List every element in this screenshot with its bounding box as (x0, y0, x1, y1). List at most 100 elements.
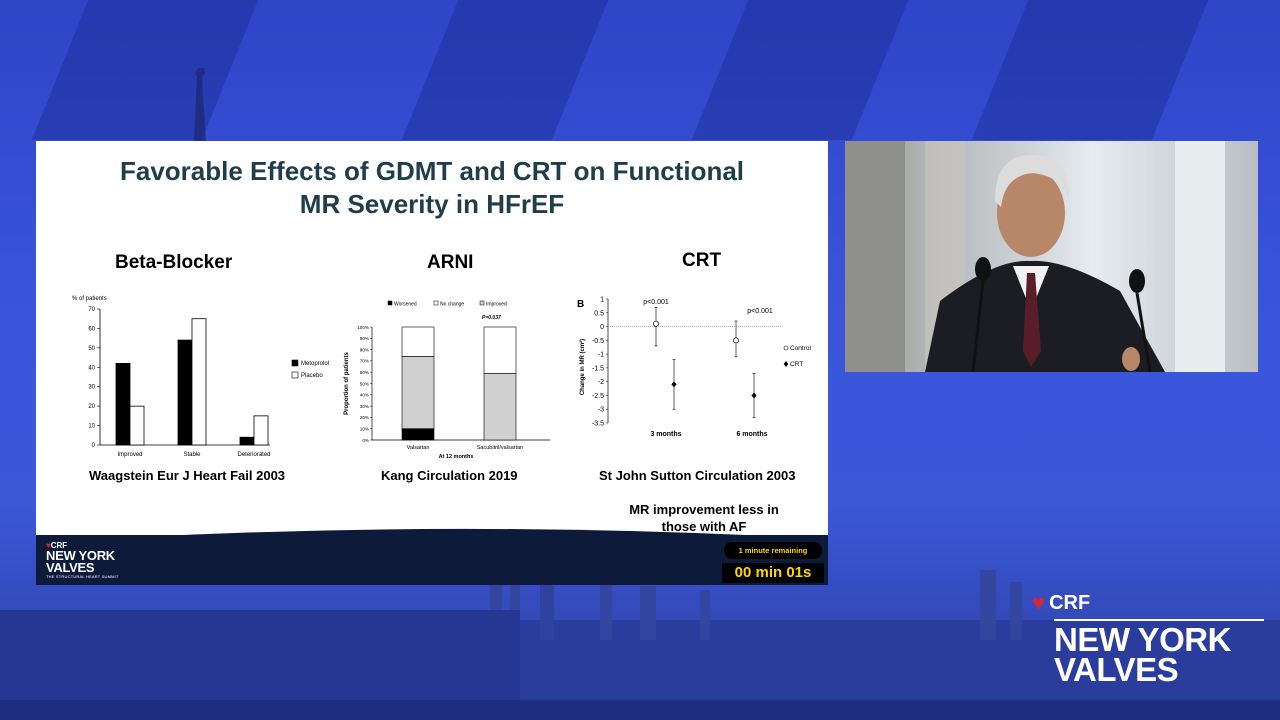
crt-af-note: MR improvement less in those with AF (616, 501, 792, 535)
stacked-segment (483, 373, 517, 441)
speaker-video-feed (845, 141, 1258, 372)
x-tick-label: 3 months (650, 431, 681, 438)
city-skyline-graphic (0, 560, 1280, 720)
slide-footer-logo: ♥CRF NEW YORK VALVES THE STRUCTURAL HEAR… (46, 541, 119, 579)
legend-label: Improved (486, 302, 507, 308)
countdown-timer: 1 minute remaining 00 min 01s (722, 541, 824, 583)
y-tick-label: -3.5 (592, 421, 604, 428)
brand-ny-line1: NEW YORK (1054, 621, 1231, 658)
bar-placebo (191, 318, 207, 446)
background-stripe (691, 0, 909, 140)
bar-metoprolol (239, 436, 255, 446)
y-tick-label: 20% (360, 415, 369, 420)
x-tick-label: Improved (117, 452, 142, 458)
legend-swatch (479, 300, 485, 306)
legend-label: Worsened (394, 302, 417, 308)
y-axis-label: Change in MR (cm²) (579, 339, 586, 395)
heart-icon: ♥ (46, 541, 51, 550)
crt-af-note-line2: those with AF (661, 519, 747, 534)
footer-crf-text: CRF (50, 541, 68, 550)
timer-count: 00 min 01s (722, 563, 824, 583)
bar-metoprolol (115, 363, 131, 446)
legend-label: Control (790, 345, 812, 352)
beta-blocker-heading: Beta-Blocker (115, 252, 233, 273)
crt-scatter-chart: B 1 0.5 0 -0.5 -1 -1.5 -2 -2.5 -3 -3.5 Change in MR… (577, 297, 812, 439)
y-tick-label: -1 (598, 352, 604, 359)
x-tick-label: 6 months (736, 431, 767, 438)
beta-blocker-citation: Waagstein Eur J Heart Fail 2003 (89, 468, 286, 483)
y-tick-label: 100% (357, 325, 369, 330)
stacked-segment (483, 326, 517, 374)
data-point-control (653, 320, 659, 327)
legend-marker (783, 361, 789, 367)
crf-new-york-valves-logo: ♥ CRF NEW YORK VALVES (1032, 590, 1264, 688)
y-tick-label: 60% (360, 370, 369, 375)
y-tick-label: 0.5 (594, 310, 604, 317)
crt-heading: CRT (682, 250, 722, 271)
crt-af-note-line1: MR improvement less in (629, 502, 779, 517)
beta-blocker-bar-chart: % of patients 0 10 20 30 40 50 60 70 Improved Stab… (72, 296, 329, 458)
legend-label: Metoprolol (301, 361, 329, 367)
data-point-control (733, 337, 739, 344)
brand-ny-line2: VALVES (1054, 651, 1179, 688)
x-tick-label: Deteriorated (237, 452, 270, 458)
p-value-annotation: p<0.001 (747, 308, 773, 315)
presentation-slide: Favorable Effects of GDMT and CRT on Fun… (36, 141, 828, 585)
bar-placebo (253, 415, 269, 446)
y-tick-label: 80% (360, 347, 369, 352)
legend-swatch (291, 371, 299, 379)
y-tick-label: 0% (362, 438, 369, 443)
timer-remaining-label: 1 minute remaining (724, 542, 822, 559)
y-tick-label: 50 (88, 346, 95, 352)
x-tick-label: Sacubitril/valsartan (477, 445, 523, 451)
bar-metoprolol (177, 339, 193, 446)
y-tick-label: 30% (360, 404, 369, 409)
statue-of-liberty-graphic (194, 68, 206, 142)
legend-label: CRT (790, 361, 803, 368)
y-tick-label: 0 (600, 324, 604, 331)
p-value-annotation: p<0.001 (643, 299, 669, 306)
data-point-crt (751, 392, 757, 399)
y-axis-label: % of patients (72, 296, 107, 302)
y-tick-label: -2 (598, 379, 604, 386)
y-tick-label: -3 (598, 407, 604, 414)
x-tick-label: Valsartan (407, 445, 430, 451)
footer-ny-line2: VALVES (46, 560, 95, 575)
y-tick-label: 60 (88, 326, 95, 332)
legend-label: Placebo (301, 373, 323, 379)
x-axis-label: At 12 months (439, 454, 474, 460)
stacked-segment (401, 428, 435, 441)
y-axis-label: Proportion of patients (344, 352, 350, 415)
legend-label: No change (440, 302, 464, 308)
legend-swatch (387, 300, 393, 306)
brand-divider (1054, 619, 1264, 621)
y-tick-label: 0 (92, 443, 96, 449)
arni-citation: Kang Circulation 2019 (381, 468, 518, 483)
legend-swatch (433, 300, 439, 306)
footer-tagline: THE STRUCTURAL HEART SUMMIT (46, 574, 119, 579)
legend-marker (783, 345, 789, 351)
y-tick-label: 20 (88, 404, 95, 410)
y-tick-label: -2.5 (592, 393, 604, 400)
y-tick-label: 1 (600, 297, 604, 304)
footer-ny-line1: NEW YORK (46, 548, 115, 563)
y-tick-label: 70 (88, 307, 95, 313)
bar-placebo (129, 405, 145, 446)
arni-heading: ARNI (427, 252, 474, 273)
data-point-crt (671, 381, 677, 388)
background-stripe (31, 0, 259, 140)
panel-label: B (577, 299, 584, 310)
y-tick-label: 10 (88, 424, 95, 430)
y-tick-label: 50% (360, 381, 369, 386)
background-stripe (971, 0, 1209, 140)
stacked-segment (401, 356, 435, 430)
slide-title: Favorable Effects of GDMT and CRT on Fun… (36, 155, 828, 221)
stacked-segment (401, 326, 435, 357)
legend-swatch (291, 359, 299, 367)
y-tick-label: 90% (360, 336, 369, 341)
x-tick-label: Stable (183, 452, 201, 458)
y-tick-label: -0.5 (592, 338, 604, 345)
y-tick-label: 40% (360, 393, 369, 398)
background-stripe (401, 0, 609, 140)
y-tick-label: 30 (88, 385, 95, 391)
